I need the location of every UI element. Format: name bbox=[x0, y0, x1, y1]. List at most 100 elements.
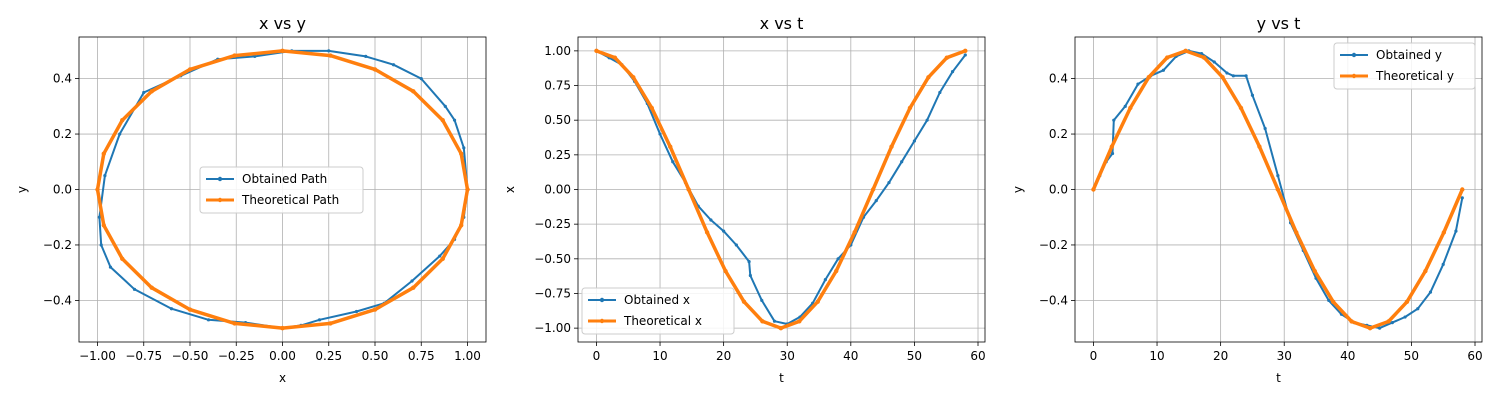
y-tick-label: −0.50 bbox=[534, 252, 571, 266]
data-point bbox=[925, 118, 929, 122]
data-point bbox=[1128, 105, 1133, 111]
data-point bbox=[120, 256, 125, 262]
data-point bbox=[760, 298, 764, 303]
data-point bbox=[410, 279, 414, 283]
data-point bbox=[1423, 268, 1428, 274]
y-tick-label: 1.00 bbox=[544, 44, 571, 58]
y-tick-label: −0.2 bbox=[43, 238, 72, 252]
legend-swatch-marker bbox=[1351, 52, 1357, 58]
legend-swatch-marker bbox=[1351, 73, 1357, 79]
data-point bbox=[1238, 105, 1244, 111]
x-tick-label: 10 bbox=[652, 349, 667, 363]
x-tick-label: 50 bbox=[1404, 349, 1419, 363]
data-point bbox=[1199, 52, 1204, 56]
data-point bbox=[1123, 104, 1127, 108]
data-point bbox=[1349, 319, 1354, 324]
data-point bbox=[391, 63, 396, 67]
data-point bbox=[97, 215, 101, 219]
data-point bbox=[815, 299, 820, 304]
chart-title: x vs t bbox=[760, 14, 804, 33]
data-point bbox=[1441, 230, 1447, 235]
data-point bbox=[1275, 187, 1281, 192]
data-point bbox=[1244, 74, 1248, 78]
data-point bbox=[280, 48, 285, 54]
x-tick-label: 1.00 bbox=[454, 349, 481, 363]
data-point bbox=[874, 198, 878, 203]
legend-swatch-marker bbox=[599, 318, 605, 324]
series-obtained bbox=[97, 49, 470, 330]
data-point bbox=[1112, 118, 1116, 122]
data-point bbox=[760, 319, 765, 324]
legend-box bbox=[1333, 42, 1476, 90]
y-tick-label: 0.25 bbox=[544, 148, 571, 162]
data-point bbox=[1312, 268, 1317, 274]
data-point bbox=[747, 259, 751, 264]
data-point bbox=[149, 285, 154, 290]
data-point bbox=[120, 117, 125, 123]
data-point bbox=[280, 325, 285, 331]
data-point bbox=[833, 268, 839, 274]
data-point bbox=[797, 319, 802, 324]
x-tick-label: 10 bbox=[1149, 349, 1164, 363]
legend-label: Obtained Path bbox=[242, 172, 327, 186]
data-point bbox=[870, 187, 876, 192]
x-tick-label: 30 bbox=[1277, 349, 1292, 363]
data-point bbox=[419, 76, 423, 81]
data-point bbox=[328, 321, 333, 326]
legend-label: Obtained y bbox=[1376, 48, 1442, 62]
data-point bbox=[101, 151, 106, 156]
data-point bbox=[1460, 196, 1464, 200]
series-line-obtained bbox=[1092, 49, 1464, 330]
data-point bbox=[99, 243, 103, 247]
legend: Obtained x Theoretical x bbox=[581, 287, 735, 335]
legend: Obtained Path Theoretical Path bbox=[199, 166, 364, 214]
y-tick-label: −0.75 bbox=[534, 286, 571, 300]
x-tick-label: −1.00 bbox=[79, 349, 116, 363]
data-point bbox=[1428, 290, 1433, 294]
data-point bbox=[748, 273, 752, 278]
y-tick-label: −0.25 bbox=[534, 217, 571, 231]
data-point bbox=[1225, 71, 1229, 75]
data-point bbox=[440, 256, 445, 262]
x-tick-label: 40 bbox=[843, 349, 858, 363]
series-theoretical bbox=[95, 48, 470, 331]
data-point bbox=[354, 309, 359, 314]
data-point bbox=[465, 187, 470, 192]
data-point bbox=[95, 187, 100, 192]
y-axis-label: y bbox=[1011, 186, 1025, 193]
chart-panel-3: 0 10 20 30 40 50 60 −0.4 −0.2 0.0 0.2 0.4 y vs t t y Ob… bbox=[1011, 14, 1483, 385]
data-point bbox=[658, 132, 662, 136]
data-point bbox=[372, 67, 378, 72]
data-point bbox=[900, 160, 904, 164]
data-point bbox=[101, 223, 106, 228]
series-line-obtained bbox=[98, 49, 469, 330]
chart-panel-1: −1.00 −0.75 −0.50 −0.25 0.00 0.25 0.50 0.75 1.00… bbox=[15, 14, 487, 385]
data-point bbox=[1390, 320, 1394, 325]
x-tick-label: 20 bbox=[716, 349, 731, 363]
legend: Obtained y Theoretical y bbox=[1333, 42, 1476, 90]
data-point bbox=[852, 230, 857, 235]
data-point bbox=[1441, 262, 1445, 266]
data-point bbox=[734, 243, 738, 247]
data-point bbox=[1110, 151, 1115, 156]
data-point bbox=[1231, 74, 1235, 78]
y-axis-label: y bbox=[15, 186, 29, 193]
data-point bbox=[1294, 230, 1299, 235]
x-tick-label: 20 bbox=[1213, 349, 1228, 363]
x-tick-label: 0.75 bbox=[408, 349, 435, 363]
data-point bbox=[327, 49, 331, 53]
data-point bbox=[1201, 55, 1207, 60]
data-point bbox=[1220, 75, 1225, 80]
y-tick-label: 0.00 bbox=[544, 183, 571, 197]
data-point bbox=[963, 48, 968, 54]
data-point bbox=[328, 53, 333, 58]
data-point bbox=[1136, 82, 1140, 86]
data-point bbox=[887, 180, 891, 185]
data-point bbox=[411, 285, 416, 290]
y-tick-label: 0.0 bbox=[1049, 183, 1068, 197]
data-point bbox=[612, 55, 618, 60]
data-point bbox=[232, 321, 237, 326]
data-point bbox=[1416, 307, 1420, 311]
legend-swatch-marker bbox=[217, 176, 223, 182]
data-point bbox=[668, 144, 673, 149]
